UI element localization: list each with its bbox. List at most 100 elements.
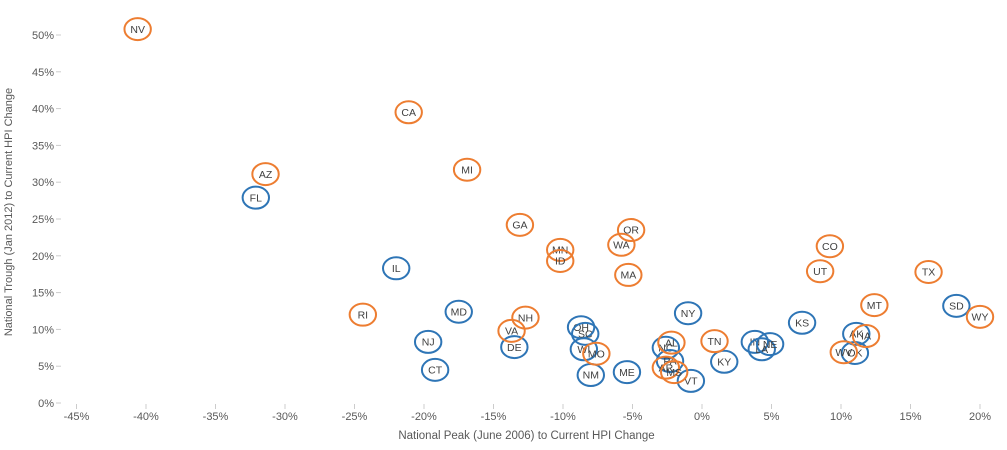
data-point-in[interactable]: IN [740, 329, 770, 354]
state-circle[interactable] [942, 293, 971, 318]
state-circle[interactable] [755, 332, 785, 357]
state-circle[interactable] [500, 335, 529, 360]
data-point-fl[interactable]: FL [241, 185, 271, 210]
data-point-az[interactable]: AZ [251, 162, 280, 187]
state-circle[interactable] [805, 259, 835, 284]
data-point-ma[interactable]: MA [614, 262, 643, 287]
data-point-tn[interactable]: TN [700, 329, 729, 354]
data-point-or[interactable]: OR [616, 218, 646, 243]
data-point-ri[interactable]: RI [348, 302, 378, 327]
state-circle[interactable] [651, 355, 681, 380]
state-circle[interactable] [676, 368, 706, 393]
x-axis-title: National Peak (June 2006) to Current HPI… [398, 430, 655, 442]
state-circle[interactable] [413, 329, 443, 354]
data-point-ia[interactable]: IA [851, 324, 881, 349]
state-circle[interactable] [657, 330, 686, 355]
data-point-md[interactable]: MD [444, 299, 473, 324]
data-point-nm[interactable]: NM [576, 363, 605, 388]
state-circle[interactable] [607, 232, 636, 257]
data-point-ca[interactable]: CA [394, 100, 423, 125]
state-circle[interactable] [740, 329, 770, 354]
state-circle[interactable] [700, 329, 729, 354]
state-circle[interactable] [251, 162, 280, 187]
x-tick-label: -5% [623, 411, 643, 423]
y-tick-label: 40% [32, 104, 54, 116]
state-circle[interactable] [815, 234, 845, 259]
state-circle[interactable] [546, 248, 575, 273]
data-point-wy[interactable]: WY [965, 304, 995, 329]
state-circle[interactable] [444, 299, 473, 324]
data-point-ky[interactable]: KY [710, 349, 739, 374]
data-point-mt[interactable]: MT [860, 293, 889, 318]
data-point-ga[interactable]: GA [505, 212, 535, 237]
state-circle[interactable] [505, 212, 535, 237]
state-label: MT [867, 300, 883, 312]
state-label: VA [505, 326, 518, 338]
state-label: WV [835, 347, 852, 359]
data-point-ms[interactable]: MS [660, 360, 689, 385]
state-label: CA [401, 107, 416, 119]
data-point-ct[interactable]: CT [420, 357, 450, 382]
data-point-il[interactable]: IL [382, 256, 411, 281]
state-circle[interactable] [582, 341, 611, 366]
data-point-wv[interactable]: WV [829, 340, 858, 365]
state-label: FL [250, 192, 262, 204]
state-circle[interactable] [616, 218, 646, 243]
data-point-wa[interactable]: WA [607, 232, 636, 257]
state-circle[interactable] [655, 349, 685, 374]
state-circle[interactable] [829, 340, 858, 365]
state-label: AR [659, 362, 674, 374]
data-point-al[interactable]: AL [657, 330, 686, 355]
state-circle[interactable] [420, 357, 450, 382]
data-point-vt[interactable]: VT [676, 368, 706, 393]
state-circle[interactable] [497, 318, 526, 343]
data-point-ut[interactable]: UT [805, 259, 835, 284]
state-label: KS [795, 317, 809, 329]
state-label: MD [451, 306, 468, 318]
data-point-tx[interactable]: TX [914, 259, 943, 284]
state-circle[interactable] [348, 302, 378, 327]
y-tick-label: 15% [32, 288, 54, 300]
state-circle[interactable] [571, 321, 600, 346]
state-circle[interactable] [651, 335, 681, 360]
data-point-ks[interactable]: KS [787, 310, 817, 335]
data-point-ny[interactable]: NY [673, 301, 703, 326]
data-point-id[interactable]: ID [546, 248, 575, 273]
state-circle[interactable] [123, 17, 152, 42]
data-point-ne[interactable]: NE [755, 332, 785, 357]
state-label: SD [949, 301, 964, 313]
state-circle[interactable] [860, 293, 889, 318]
data-point-mi[interactable]: MI [452, 157, 482, 182]
data-point-me[interactable]: ME [612, 360, 642, 385]
data-point-nv[interactable]: NV [123, 17, 152, 42]
state-circle[interactable] [842, 321, 871, 346]
state-circle[interactable] [241, 185, 271, 210]
data-point-nj[interactable]: NJ [413, 329, 443, 354]
data-point-va[interactable]: VA [497, 318, 526, 343]
data-point-mo[interactable]: MO [582, 341, 611, 366]
state-circle[interactable] [382, 256, 411, 281]
state-circle[interactable] [612, 360, 642, 385]
state-circle[interactable] [614, 262, 643, 287]
data-point-sd[interactable]: SD [942, 293, 971, 318]
data-point-de[interactable]: DE [500, 335, 529, 360]
x-tick-label: 10% [830, 411, 852, 423]
state-circle[interactable] [710, 349, 739, 374]
state-circle[interactable] [569, 337, 599, 362]
x-tick-label: 15% [899, 411, 921, 423]
y-tick-label: 5% [38, 361, 54, 373]
state-circle[interactable] [546, 237, 575, 262]
data-point-ar[interactable]: AR [651, 355, 681, 380]
state-circle[interactable] [673, 301, 703, 326]
state-circle[interactable] [394, 100, 423, 125]
state-circle[interactable] [851, 324, 881, 349]
state-circle[interactable] [747, 337, 776, 362]
state-circle[interactable] [787, 310, 817, 335]
state-circle[interactable] [452, 157, 482, 182]
state-label: MS [666, 367, 682, 379]
state-circle[interactable] [914, 259, 943, 284]
state-circle[interactable] [965, 304, 995, 329]
data-point-la[interactable]: LA [747, 337, 776, 362]
data-point-co[interactable]: CO [815, 234, 845, 259]
state-circle[interactable] [660, 360, 689, 385]
